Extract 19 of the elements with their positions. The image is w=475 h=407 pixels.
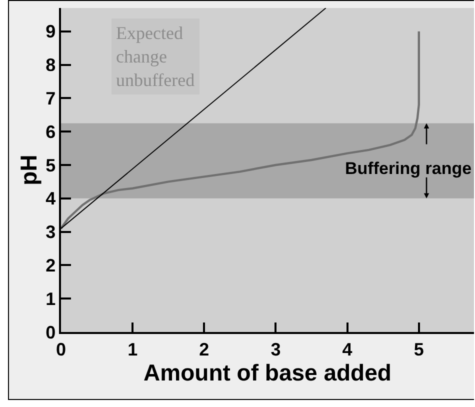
y-tick-label: 6 [46,122,56,142]
y-tick-label: 2 [46,256,56,276]
y-tick-label: 9 [46,22,56,42]
x-axis-title: Amount of base added [144,359,392,386]
y-tick-label: 5 [46,155,56,176]
y-tick-label: 7 [46,88,56,108]
y-tick-label: 0 [46,322,56,342]
y-tick-label: 3 [46,222,56,242]
y-tick-label: 4 [46,188,56,209]
band-label: Buffering range [345,159,472,178]
annotation: Expected change unbuffered [116,23,195,90]
y-tick-label: 8 [46,55,56,76]
y-tick-label: 1 [46,288,56,309]
x-tick-label: 4 [342,339,352,360]
x-tick-label: 2 [199,339,210,360]
x-tick-label: 5 [414,339,424,360]
y-axis-title: pH [16,154,42,186]
x-tick-label: 1 [128,339,138,360]
x-tick-label: 3 [270,339,281,360]
